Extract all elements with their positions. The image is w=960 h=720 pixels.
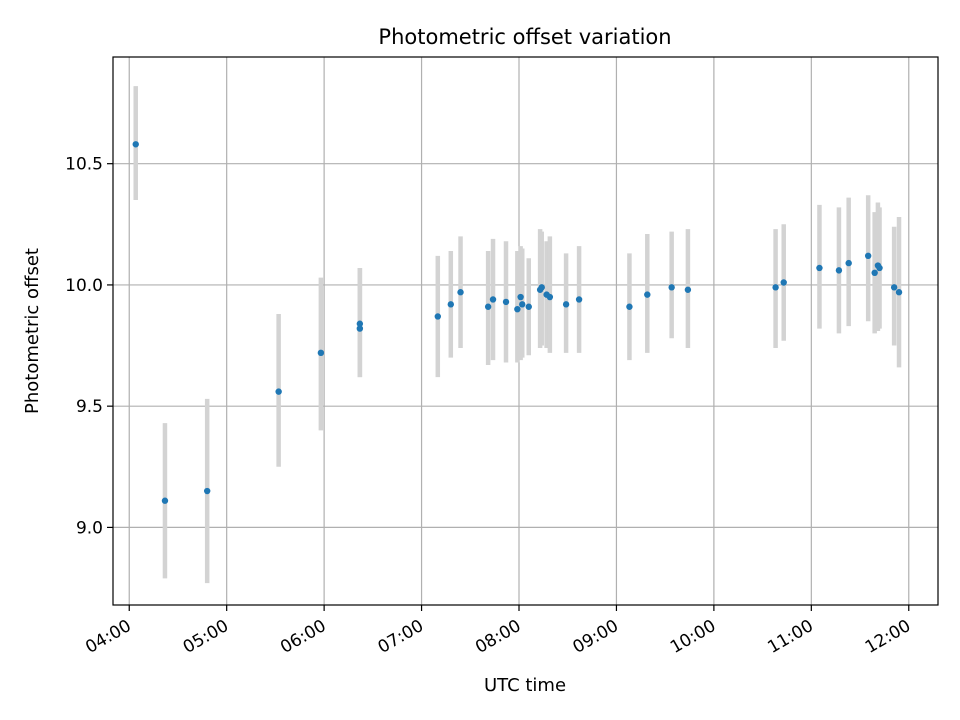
data-point — [871, 269, 878, 277]
data-point — [203, 487, 211, 495]
y-tick-label: 9.5 — [76, 397, 103, 417]
data-point — [514, 305, 521, 313]
y-tick-label: 10.0 — [65, 276, 103, 296]
data-point — [772, 284, 779, 291]
x-axis-label: UTC time — [484, 675, 566, 696]
data-point — [668, 284, 675, 291]
y-axis-label: Photometric offset — [22, 248, 43, 414]
data-point — [538, 284, 545, 291]
data-point — [890, 284, 898, 291]
data-point — [275, 388, 282, 395]
data-point — [575, 296, 583, 303]
data-point — [876, 264, 883, 272]
data-point — [780, 279, 787, 286]
data-point — [132, 141, 139, 148]
data-point — [684, 286, 692, 293]
data-point — [356, 320, 364, 327]
y-tick-label: 9.0 — [76, 518, 103, 538]
data-point — [525, 303, 532, 310]
data-point — [626, 303, 633, 310]
y-axis-ticks: 9.0 9.5 10.0 10.5 — [65, 155, 113, 538]
data-point — [447, 301, 454, 308]
data-point — [517, 293, 524, 301]
data-point — [835, 267, 843, 274]
data-point — [562, 301, 570, 308]
data-point — [356, 325, 364, 332]
data-point — [644, 291, 651, 298]
chart-title: Photometric offset variation — [378, 25, 671, 49]
data-points — [132, 141, 903, 504]
data-point — [434, 313, 442, 320]
data-point — [489, 296, 497, 303]
data-point — [502, 298, 510, 306]
data-point — [864, 252, 872, 260]
data-point — [484, 303, 492, 310]
y-tick-label: 10.5 — [65, 155, 103, 175]
data-point — [457, 289, 464, 296]
data-point — [895, 289, 903, 296]
data-point — [519, 301, 526, 308]
data-point — [546, 293, 554, 301]
data-point — [845, 259, 852, 267]
data-point — [161, 497, 169, 504]
data-point — [816, 264, 823, 272]
data-point — [317, 349, 325, 357]
plot-frame — [112, 56, 939, 606]
